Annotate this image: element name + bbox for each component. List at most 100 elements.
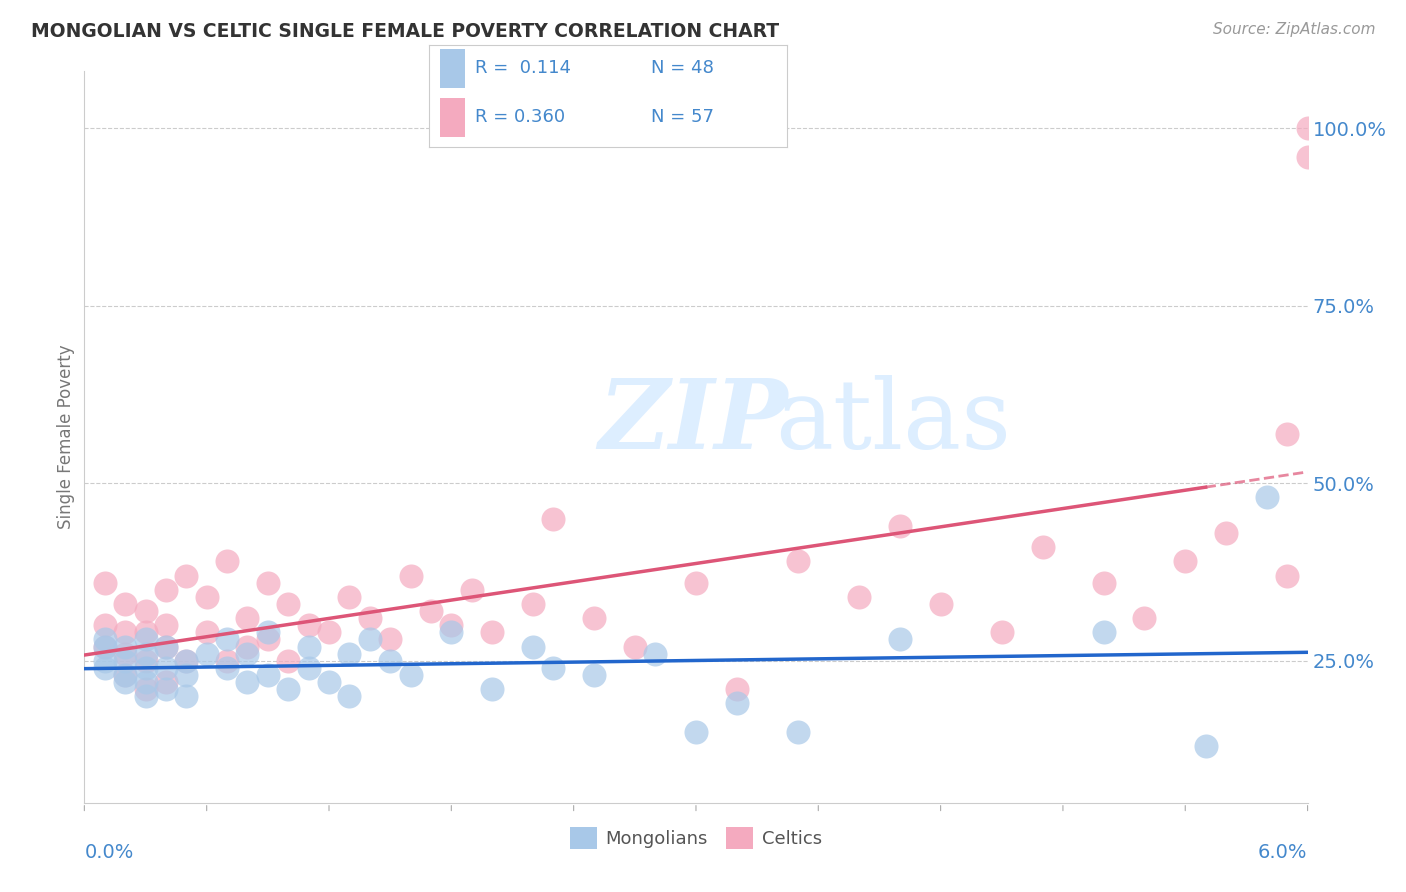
Point [1277, 568, 1299, 582]
Text: 6.0%: 6.0% [1258, 843, 1308, 862]
Point [93, 654, 117, 668]
Point [787, 554, 810, 568]
Point [420, 604, 443, 618]
Point [1296, 121, 1319, 136]
Point [298, 618, 321, 632]
Point [236, 611, 259, 625]
Point [339, 690, 361, 704]
Point [135, 690, 157, 704]
Point [135, 632, 157, 647]
Point [176, 668, 198, 682]
Point [155, 661, 177, 675]
Point [1174, 554, 1197, 568]
Point [522, 597, 544, 611]
Point [889, 519, 911, 533]
Point [217, 632, 239, 647]
Point [93, 640, 117, 654]
Point [114, 668, 136, 682]
Point [236, 640, 259, 654]
Point [1277, 426, 1299, 441]
Point [339, 647, 361, 661]
Point [93, 632, 117, 647]
Point [1092, 575, 1115, 590]
Point [522, 640, 544, 654]
Point [685, 575, 707, 590]
Point [644, 647, 666, 661]
Point [583, 668, 606, 682]
Point [93, 661, 117, 675]
Point [135, 625, 157, 640]
Point [217, 554, 239, 568]
Text: R = 0.360: R = 0.360 [475, 109, 565, 127]
Point [543, 512, 565, 526]
Point [1032, 540, 1054, 554]
Point [257, 575, 280, 590]
Point [114, 597, 136, 611]
Point [195, 647, 218, 661]
Point [399, 568, 422, 582]
Bar [440, 49, 464, 87]
Point [114, 640, 136, 654]
Text: Source: ZipAtlas.com: Source: ZipAtlas.com [1212, 22, 1375, 37]
Point [1256, 491, 1278, 505]
Point [93, 575, 117, 590]
Point [257, 668, 280, 682]
Point [1133, 611, 1156, 625]
Point [155, 675, 177, 690]
Point [991, 625, 1014, 640]
Point [195, 625, 218, 640]
Point [135, 647, 157, 661]
Point [725, 682, 748, 697]
Point [155, 640, 177, 654]
Point [1092, 625, 1115, 640]
Point [135, 661, 157, 675]
Point [929, 597, 952, 611]
Point [155, 582, 177, 597]
Point [359, 632, 381, 647]
Point [114, 675, 136, 690]
Point [440, 618, 463, 632]
Point [176, 568, 198, 582]
Point [155, 682, 177, 697]
Point [543, 661, 565, 675]
Point [135, 654, 157, 668]
Point [318, 625, 340, 640]
Text: N = 48: N = 48 [651, 59, 714, 78]
Point [685, 724, 707, 739]
Point [624, 640, 647, 654]
Point [93, 640, 117, 654]
Legend: Mongolians, Celtics: Mongolians, Celtics [562, 820, 830, 856]
Point [298, 640, 321, 654]
Point [583, 611, 606, 625]
Point [114, 647, 136, 661]
Point [114, 668, 136, 682]
Text: N = 57: N = 57 [651, 109, 714, 127]
Point [135, 675, 157, 690]
Point [236, 647, 259, 661]
Point [217, 661, 239, 675]
Point [1296, 150, 1319, 164]
Bar [440, 98, 464, 137]
Y-axis label: Single Female Poverty: Single Female Poverty [56, 345, 75, 529]
Point [359, 611, 381, 625]
Point [380, 654, 402, 668]
Point [135, 604, 157, 618]
Point [481, 625, 503, 640]
Point [176, 690, 198, 704]
Point [257, 625, 280, 640]
Point [155, 618, 177, 632]
Point [93, 618, 117, 632]
Point [176, 654, 198, 668]
Point [787, 724, 810, 739]
Point [440, 625, 463, 640]
Point [176, 654, 198, 668]
Point [217, 654, 239, 668]
Point [399, 668, 422, 682]
Point [155, 640, 177, 654]
Point [889, 632, 911, 647]
Point [318, 675, 340, 690]
Point [236, 675, 259, 690]
Point [380, 632, 402, 647]
Point [1195, 739, 1218, 753]
Point [725, 697, 748, 711]
